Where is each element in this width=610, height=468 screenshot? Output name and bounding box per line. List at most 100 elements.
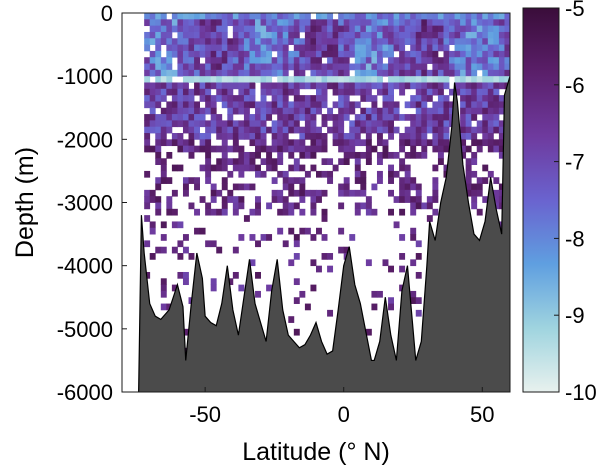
heatmap-cell (465, 13, 472, 20)
heatmap-cell (360, 44, 367, 52)
heatmap-cell (232, 164, 239, 172)
heatmap-cell (415, 31, 422, 39)
heatmap-cell (199, 107, 206, 115)
heatmap-cell (393, 221, 400, 229)
heatmap-cell (393, 107, 400, 115)
heatmap-cell (498, 95, 505, 102)
heatmap-cell (293, 82, 300, 90)
heatmap-cell (354, 57, 361, 64)
heatmap-cell (160, 13, 167, 20)
heatmap-cell (465, 158, 472, 165)
heatmap-cell (327, 38, 334, 45)
heatmap-cell (216, 25, 223, 33)
heatmap-cell (166, 31, 173, 39)
heatmap-cell (210, 240, 217, 248)
heatmap-cell (349, 44, 356, 52)
heatmap-cell (426, 50, 433, 58)
heatmap-cell (188, 151, 195, 159)
heatmap-cell (343, 114, 350, 121)
heatmap-cell (266, 107, 273, 115)
heatmap-cell (498, 31, 505, 39)
heatmap-cell (177, 164, 184, 172)
heatmap-cell (166, 69, 173, 77)
heatmap-cell (210, 57, 217, 64)
heatmap-cell (210, 120, 217, 128)
heatmap-cell (365, 151, 372, 159)
heatmap-cell (460, 133, 467, 140)
heatmap-cell (410, 25, 417, 33)
heatmap-cell (493, 44, 500, 52)
heatmap-cell (288, 126, 295, 134)
heatmap-cell (360, 82, 367, 90)
heatmap-cell (194, 107, 200, 115)
heatmap-cell (343, 177, 350, 184)
heatmap-cell (471, 183, 478, 191)
heatmap-cell (487, 139, 494, 147)
heatmap-cell (399, 88, 406, 96)
heatmap-cell (266, 158, 273, 165)
heatmap-cell (365, 114, 372, 121)
heatmap-cell (376, 57, 383, 64)
heatmap-cell (310, 38, 317, 45)
heatmap-cell (238, 158, 245, 165)
heatmap-cell (360, 126, 367, 134)
heatmap-cell (354, 50, 361, 58)
heatmap-cell (354, 44, 361, 52)
heatmap-cell (221, 25, 228, 33)
heatmap-cell (144, 189, 151, 197)
heatmap-cell (227, 196, 234, 203)
heatmap-cell (238, 196, 245, 203)
heatmap-cell (360, 19, 367, 27)
heatmap-cell (354, 164, 361, 172)
heatmap-cell (304, 25, 311, 33)
heatmap-cell (471, 170, 478, 178)
heatmap-cell (476, 38, 483, 45)
heatmap-cell (471, 82, 478, 90)
heatmap-cell (227, 82, 234, 90)
heatmap-cell (399, 139, 406, 147)
heatmap-cell (493, 189, 500, 197)
heatmap-cell (426, 126, 433, 134)
heatmap-cell (260, 133, 267, 140)
heatmap-cell (471, 101, 478, 109)
heatmap-cell (354, 19, 361, 27)
heatmap-cell (454, 76, 461, 83)
heatmap-cell (188, 50, 195, 58)
heatmap-cell (460, 88, 467, 96)
heatmap-cell (432, 208, 439, 216)
heatmap-cell (171, 82, 178, 90)
heatmap-cell (404, 151, 411, 159)
heatmap-cell (437, 126, 444, 134)
heatmap-cell (321, 101, 328, 109)
heatmap-cell (432, 107, 439, 115)
heatmap-cell (437, 139, 444, 147)
heatmap-cell (415, 309, 422, 317)
heatmap-cell (349, 101, 356, 109)
heatmap-cell (354, 158, 361, 165)
heatmap-cell (177, 95, 184, 102)
heatmap-cell (365, 107, 372, 115)
heatmap-cell (399, 69, 406, 77)
heatmap-cell (421, 57, 428, 64)
heatmap-cell (321, 82, 328, 90)
heatmap-cell (376, 151, 383, 159)
heatmap-cell (232, 57, 239, 64)
heatmap-cell (415, 297, 422, 304)
heatmap-cell (432, 25, 439, 33)
heatmap-cell (293, 328, 300, 336)
heatmap-cell (437, 57, 444, 64)
heatmap-cell (255, 76, 261, 83)
heatmap-cell (282, 69, 289, 77)
x-tick-label: 0 (338, 402, 350, 427)
heatmap-cell (271, 95, 278, 102)
heatmap-cell (255, 25, 261, 33)
heatmap-cell (188, 133, 195, 140)
heatmap-cell (238, 63, 245, 71)
heatmap-cell (321, 19, 328, 27)
heatmap-cell (371, 120, 378, 128)
heatmap-cell (404, 101, 411, 109)
heatmap-cell (316, 88, 322, 96)
heatmap-cell (310, 76, 317, 83)
heatmap-cell (271, 13, 278, 20)
heatmap-cell (182, 126, 189, 134)
